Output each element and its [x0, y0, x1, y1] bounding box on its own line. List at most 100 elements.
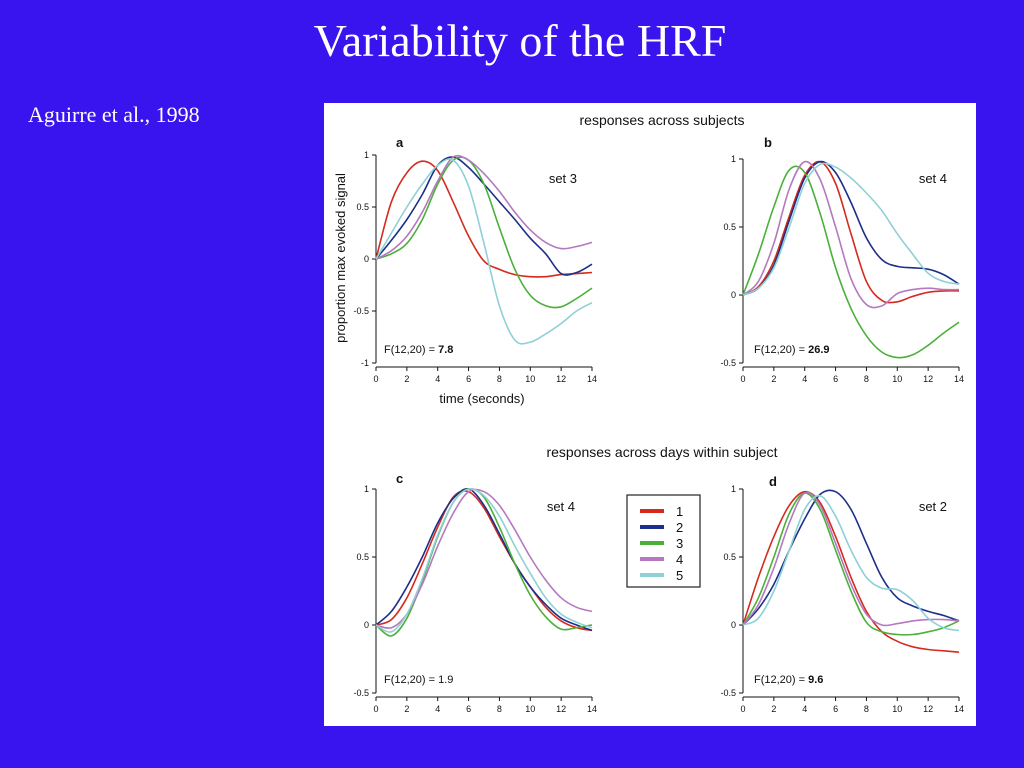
x-tick-label: 12 — [923, 704, 933, 714]
f-stat-prefix: F(12,20) = — [754, 674, 808, 686]
legend-label-3: 3 — [676, 536, 683, 551]
y-tick-label: 0 — [731, 620, 736, 630]
series-line-2 — [742, 489, 960, 626]
f-stat-value: 26.9 — [808, 344, 829, 356]
series-line-3 — [742, 165, 960, 359]
y-tick-label: 1 — [731, 484, 736, 494]
x-tick-label: 2 — [404, 704, 409, 714]
panel-letter: b — [764, 135, 772, 150]
panel-a: 1 0.5 0 -0.5 -1 0 2 4 6 8 10 12 14 a set 3 F(12,20) = 7… — [353, 135, 597, 384]
series-line-5 — [375, 487, 593, 633]
x-tick-label: 4 — [802, 374, 807, 384]
f-stat-prefix: F(12,20) = — [754, 344, 808, 356]
middle-section-title: responses across days within subject — [546, 444, 777, 460]
panel-letter: c — [396, 471, 403, 486]
series-line-1 — [742, 160, 960, 304]
series-line-1 — [375, 490, 593, 632]
y-axis-title: proportion max evoked signal — [333, 173, 348, 343]
x-tick-label: 14 — [587, 704, 597, 714]
y-tick-label: -0.5 — [353, 306, 369, 316]
panel-letter: a — [396, 135, 404, 150]
x-tick-label: 6 — [466, 704, 471, 714]
y-tick-label: 0 — [364, 254, 369, 264]
set-label: set 4 — [547, 499, 575, 514]
y-tick-label: 1 — [364, 484, 369, 494]
panel-c: 1 0.5 0 -0.5 0 2 4 6 8 10 12 14 c set 4 F(12,20) = 1.9 — [353, 471, 597, 714]
f-stat-value: 9.6 — [808, 674, 823, 686]
set-label: set 2 — [919, 499, 947, 514]
y-tick-label: -1 — [361, 358, 369, 368]
series-line-3 — [375, 488, 593, 637]
x-tick-label: 14 — [587, 374, 597, 384]
f-stat-prefix: F(12,20) = — [384, 344, 438, 356]
hrf-figure: responses across subjects responses acro… — [333, 112, 964, 714]
x-tick-label: 14 — [954, 704, 964, 714]
x-tick-label: 10 — [525, 704, 535, 714]
slide-title: Variability of the HRF — [313, 15, 727, 66]
panel-d: 1 0.5 0 -0.5 0 2 4 6 8 10 12 14 d set 2 F(12,20) = 9.6 — [720, 474, 964, 714]
x-tick-label: 10 — [892, 374, 902, 384]
x-tick-label: 8 — [864, 374, 869, 384]
panel-letter: d — [769, 474, 777, 489]
panel-b: 1 0.5 0 -0.5 0 2 4 6 8 10 12 14 b set 4 F(12,20) = 26.… — [720, 135, 964, 384]
series-line-1 — [742, 490, 960, 653]
x-tick-label: 10 — [525, 374, 535, 384]
y-tick-label: 0.5 — [723, 222, 736, 232]
x-tick-label: 8 — [497, 374, 502, 384]
series-line-4 — [742, 491, 960, 627]
figure-panel: responses across subjects responses acro… — [324, 103, 976, 726]
series-line-4 — [742, 160, 960, 309]
f-stat-label: F(12,20) = 7.8 — [384, 344, 453, 356]
x-tick-label: 6 — [833, 374, 838, 384]
y-tick-label: -0.5 — [720, 358, 736, 368]
top-section-title: responses across subjects — [580, 112, 745, 128]
set-label: set 4 — [919, 171, 947, 186]
y-tick-label: 0 — [364, 620, 369, 630]
x-tick-label: 14 — [954, 374, 964, 384]
legend-label-1: 1 — [676, 504, 683, 519]
series-line-5 — [742, 162, 960, 296]
series-line-5 — [375, 158, 593, 345]
f-stat-value: 7.8 — [438, 344, 453, 356]
series-line-5 — [742, 494, 960, 632]
x-tick-label: 0 — [373, 374, 378, 384]
x-tick-label: 4 — [435, 704, 440, 714]
series-line-1 — [375, 160, 593, 278]
f-stat-prefix: F(12,20) = — [384, 674, 438, 686]
x-tick-label: 12 — [923, 374, 933, 384]
legend-label-5: 5 — [676, 568, 683, 583]
x-tick-label: 8 — [864, 704, 869, 714]
x-tick-label: 12 — [556, 704, 566, 714]
x-tick-label: 2 — [771, 374, 776, 384]
x-tick-label: 2 — [404, 374, 409, 384]
series-line-3 — [742, 492, 960, 636]
f-stat-label: F(12,20) = 26.9 — [754, 344, 830, 356]
x-tick-label: 4 — [802, 704, 807, 714]
y-tick-label: 1 — [364, 150, 369, 160]
x-tick-label: 0 — [740, 704, 745, 714]
x-tick-label: 0 — [740, 374, 745, 384]
x-tick-label: 2 — [771, 704, 776, 714]
f-stat-label: F(12,20) = 1.9 — [384, 674, 453, 686]
x-tick-label: 12 — [556, 374, 566, 384]
f-stat-label: F(12,20) = 9.6 — [754, 674, 823, 686]
y-tick-label: -0.5 — [720, 688, 736, 698]
y-tick-label: 0 — [731, 290, 736, 300]
series-line-4 — [375, 154, 593, 260]
y-tick-label: 0.5 — [356, 552, 369, 562]
series-line-2 — [375, 488, 593, 632]
y-tick-label: 0.5 — [723, 552, 736, 562]
x-axis-title: time (seconds) — [439, 391, 524, 406]
y-tick-label: -0.5 — [353, 688, 369, 698]
f-stat-value: 1.9 — [438, 674, 453, 686]
x-tick-label: 6 — [833, 704, 838, 714]
legend-label-4: 4 — [676, 552, 683, 567]
citation: Aguirre et al., 1998 — [28, 102, 200, 127]
set-label: set 3 — [549, 171, 577, 186]
x-tick-label: 6 — [466, 374, 471, 384]
legend-label-2: 2 — [676, 520, 683, 535]
x-tick-label: 0 — [373, 704, 378, 714]
x-tick-label: 8 — [497, 704, 502, 714]
